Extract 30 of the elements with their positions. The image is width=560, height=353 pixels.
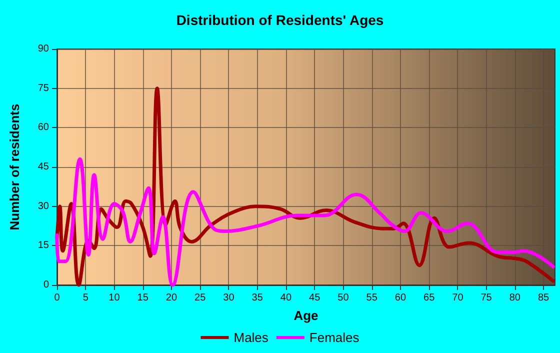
y-tick-label: 60	[38, 122, 50, 134]
x-tick-label: 10	[108, 292, 120, 304]
y-tick-label: 30	[38, 200, 50, 212]
y-tick-label: 45	[38, 162, 50, 172]
x-tick-label: 70	[452, 292, 464, 304]
legend-label: Males	[234, 330, 269, 345]
x-tick-label: 25	[194, 292, 206, 304]
x-tick-label: 45	[309, 292, 321, 304]
y-tick-label: 75	[38, 82, 50, 94]
x-tick-label: 50	[338, 292, 350, 304]
x-tick-label: 60	[394, 292, 406, 304]
x-tick-label: 65	[424, 292, 436, 304]
x-tick-label: 80	[509, 292, 521, 304]
x-tick-label: 40	[280, 292, 292, 304]
y-tick-label: 15	[38, 240, 50, 252]
x-tick-label: 0	[54, 292, 60, 304]
x-axis-title: Age	[294, 308, 318, 323]
chart-title: Distribution of Residents' Ages	[176, 12, 384, 28]
y-axis-title: Number of residents	[7, 104, 22, 230]
x-tick-label: 75	[480, 292, 492, 304]
x-tick-label: 55	[366, 292, 378, 304]
x-tick-label: 85	[538, 292, 550, 304]
y-tick-label: 0	[43, 280, 50, 290]
x-tick-label: 35	[252, 292, 264, 304]
x-tick-label: 30	[223, 292, 235, 304]
legend-label: Females	[309, 330, 360, 345]
x-tick-label: 5	[82, 292, 89, 304]
y-tick-label: 90	[38, 44, 50, 54]
x-tick-label: 15	[137, 292, 149, 304]
x-tick-label: 20	[166, 292, 178, 304]
